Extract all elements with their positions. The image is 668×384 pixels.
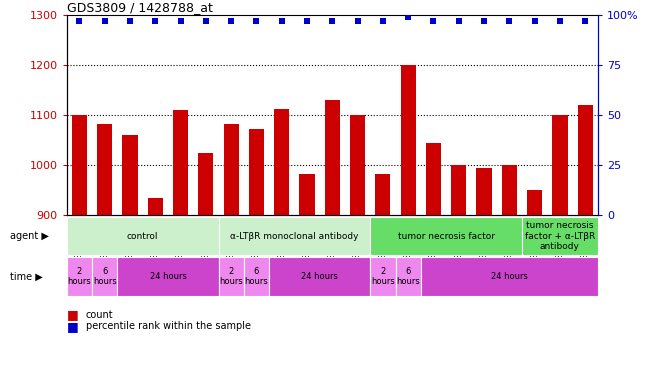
Bar (451, 165, 466, 215)
Text: 6
hours: 6 hours (244, 267, 269, 286)
Bar (375, 174, 391, 215)
Text: 2
hours: 2 hours (67, 267, 92, 286)
Bar (527, 190, 542, 215)
Text: 24 hours: 24 hours (491, 272, 528, 281)
Point (200, 18, 211, 25)
Bar (426, 142, 441, 215)
Text: tumor necrosis factor: tumor necrosis factor (397, 232, 494, 241)
Text: tumor necrosis
factor + α-LTβR
antibody: tumor necrosis factor + α-LTβR antibody (525, 221, 595, 251)
Text: percentile rank within the sample: percentile rank within the sample (86, 321, 250, 331)
Bar (224, 124, 238, 215)
Bar (421, 257, 598, 296)
Text: 6
hours: 6 hours (93, 267, 117, 286)
Bar (122, 135, 138, 215)
Text: 6
hours: 6 hours (396, 267, 420, 286)
Bar (118, 257, 218, 296)
Bar (350, 115, 365, 215)
Point (302, 18, 313, 25)
Bar (299, 174, 315, 215)
Bar (578, 105, 593, 215)
Bar (92, 257, 118, 296)
Text: agent ▶: agent ▶ (10, 231, 49, 241)
Point (352, 18, 363, 25)
Text: 2
hours: 2 hours (219, 267, 243, 286)
Bar (198, 152, 214, 215)
Text: ■: ■ (67, 308, 79, 321)
Text: 2
hours: 2 hours (371, 267, 395, 286)
Point (504, 18, 515, 25)
Bar (370, 217, 522, 255)
Text: time ▶: time ▶ (10, 271, 43, 281)
Point (175, 18, 186, 25)
Bar (67, 257, 92, 296)
Point (74, 18, 85, 25)
Point (403, 14, 413, 20)
Text: control: control (127, 232, 158, 241)
Point (125, 18, 136, 25)
Point (454, 18, 464, 25)
Text: 24 hours: 24 hours (150, 272, 186, 281)
Text: GDS3809 / 1428788_at: GDS3809 / 1428788_at (67, 1, 212, 14)
Bar (148, 197, 163, 215)
Bar (476, 167, 492, 215)
Bar (401, 65, 415, 215)
Bar (249, 129, 264, 215)
Point (580, 18, 591, 25)
Point (529, 18, 540, 25)
Bar (173, 110, 188, 215)
Point (327, 18, 338, 25)
Point (428, 18, 439, 25)
Bar (395, 257, 421, 296)
Point (479, 18, 490, 25)
Point (277, 18, 287, 25)
Bar (552, 115, 568, 215)
Text: 24 hours: 24 hours (301, 272, 338, 281)
Point (150, 18, 161, 25)
Point (554, 18, 565, 25)
Bar (72, 115, 87, 215)
Bar (522, 217, 598, 255)
Bar (97, 124, 112, 215)
Text: α-LTβR monoclonal antibody: α-LTβR monoclonal antibody (230, 232, 359, 241)
Point (251, 18, 262, 25)
Bar (502, 165, 517, 215)
Text: count: count (86, 310, 113, 320)
Point (377, 18, 388, 25)
Bar (325, 100, 340, 215)
Bar (218, 257, 244, 296)
Text: ■: ■ (67, 320, 79, 333)
Point (100, 18, 110, 25)
Bar (67, 217, 218, 255)
Bar (370, 257, 395, 296)
Bar (218, 217, 370, 255)
Bar (274, 109, 289, 215)
Bar (269, 257, 370, 296)
Bar (244, 257, 269, 296)
Point (226, 18, 236, 25)
